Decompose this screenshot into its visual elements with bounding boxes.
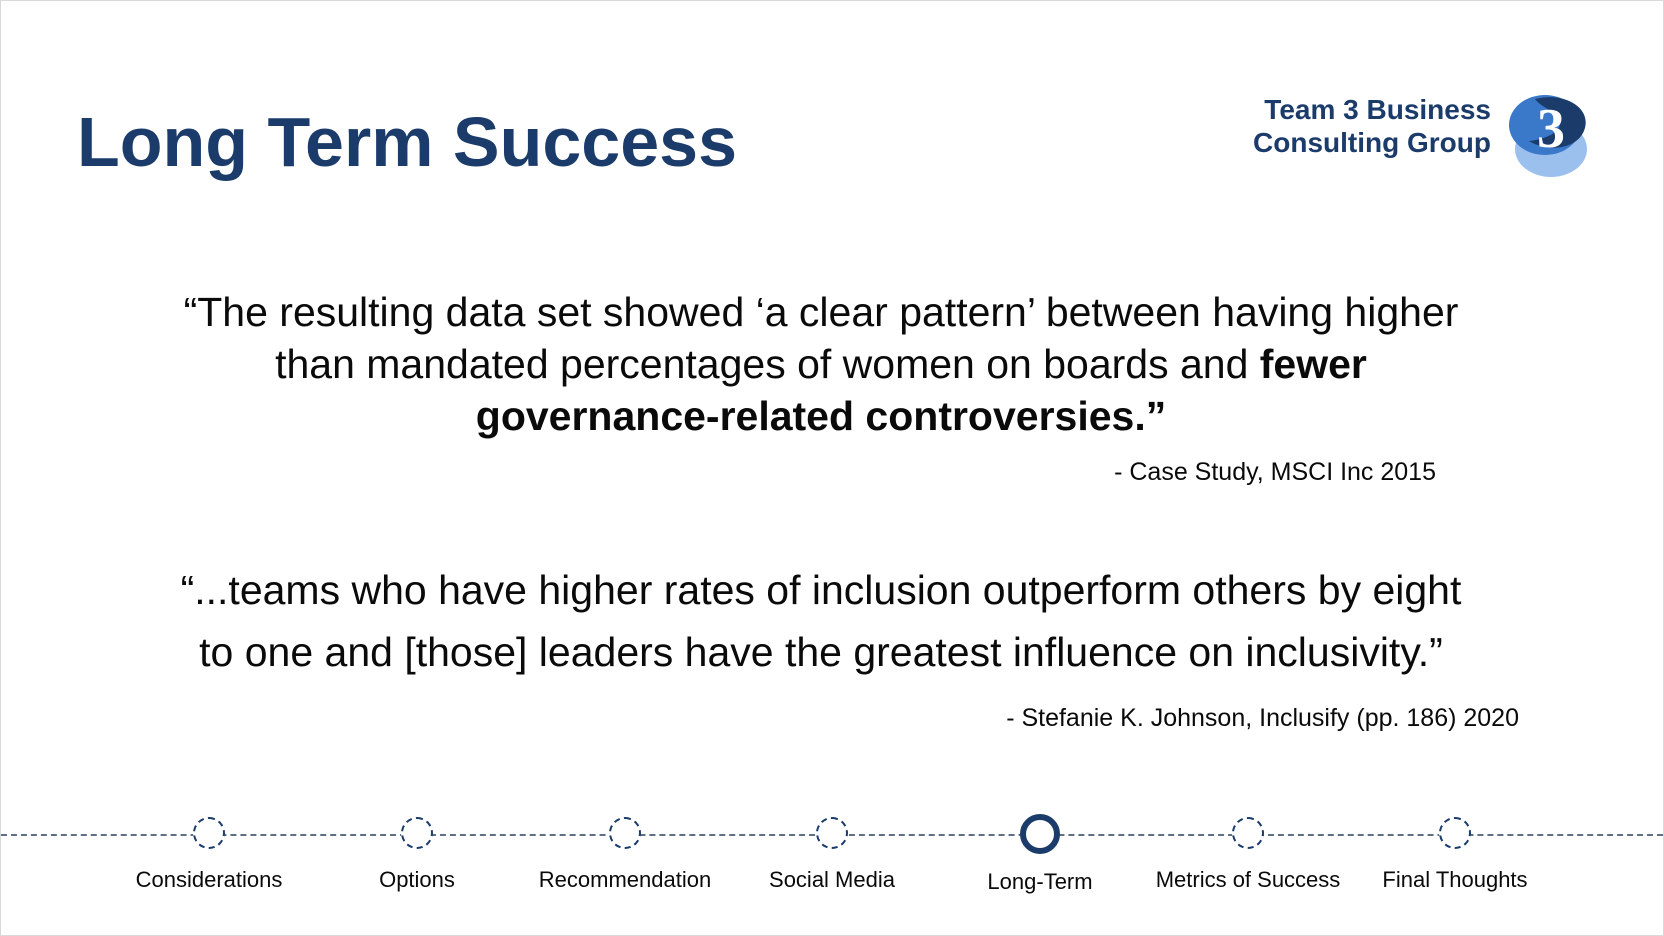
timeline-item-label: Options [379, 867, 455, 892]
team-3-logo-icon: 3 [1509, 95, 1587, 177]
timeline-item-options[interactable]: Options [317, 814, 517, 893]
timeline-dot-icon [1439, 817, 1471, 849]
quote-msci-citation: - Case Study, MSCI Inc 2015 [1114, 458, 1436, 486]
quote-inclusify: “...teams who have higher rates of inclu… [81, 559, 1561, 683]
brand-name-line-2: Consulting Group [1253, 127, 1491, 158]
timeline-item-label: Recommendation [538, 867, 712, 892]
quote-msci: “The resulting data set showed ‘a clear … [81, 286, 1561, 442]
quote-inclusify-citation: - Stefanie K. Johnson, Inclusify (pp. 18… [1006, 704, 1519, 732]
timeline-item-recommendation[interactable]: Recommendation [525, 814, 725, 893]
timeline-dot-icon [401, 817, 433, 849]
timeline-dot-icon [609, 817, 641, 849]
timeline-dot-icon [816, 817, 848, 849]
page-title: Long Term Success [77, 103, 738, 181]
timeline-item-label: Metrics of Success [1155, 867, 1341, 892]
timeline-item-label: Social Media [769, 867, 895, 892]
quote-msci-emphasis-1: fewer [1259, 341, 1367, 387]
quote-inclusify-line-2: to one and [those] leaders have the grea… [199, 629, 1443, 675]
timeline-dot-active-icon [1020, 814, 1060, 854]
quote-inclusify-line-1: “...teams who have higher rates of inclu… [180, 567, 1462, 613]
timeline-dot-icon [193, 817, 225, 849]
timeline-item-label: Considerations [135, 867, 283, 892]
timeline-dot-icon [1232, 817, 1264, 849]
timeline-item-social-media[interactable]: Social Media [732, 814, 932, 893]
brand-name: Team 3 Business Consulting Group [1181, 93, 1491, 159]
quote-msci-emphasis-2: governance-related controversies.” [475, 393, 1167, 439]
timeline-item-metrics-of-success[interactable]: Metrics of Success [1148, 814, 1348, 893]
timeline-item-label: Final Thoughts [1382, 867, 1528, 892]
quote-msci-line-2: than mandated percentages of women on bo… [275, 341, 1260, 387]
section-timeline: Considerations Options Recommendation So… [1, 814, 1663, 924]
timeline-item-label: Long-Term [987, 869, 1093, 894]
brand-name-line-1: Team 3 Business [1264, 94, 1491, 125]
timeline-item-long-term[interactable]: Long-Term [940, 814, 1140, 895]
logo-numeral: 3 [1537, 98, 1565, 160]
timeline-item-considerations[interactable]: Considerations [109, 814, 309, 893]
timeline-item-final-thoughts[interactable]: Final Thoughts [1355, 814, 1555, 893]
quote-msci-line-1: “The resulting data set showed ‘a clear … [183, 289, 1459, 335]
